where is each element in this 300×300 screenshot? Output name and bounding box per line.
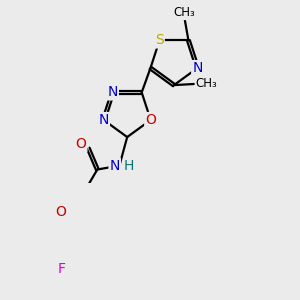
- Text: N: N: [107, 85, 118, 99]
- Text: N: N: [98, 113, 109, 127]
- Text: CH₃: CH₃: [196, 77, 217, 90]
- Text: N: N: [192, 61, 203, 75]
- Text: N: N: [110, 159, 120, 172]
- Text: F: F: [58, 262, 66, 276]
- Text: S: S: [155, 34, 164, 47]
- Text: O: O: [76, 137, 86, 151]
- Text: O: O: [145, 113, 156, 127]
- Text: CH₃: CH₃: [174, 6, 195, 19]
- Text: O: O: [56, 206, 66, 219]
- Text: H: H: [124, 159, 134, 172]
